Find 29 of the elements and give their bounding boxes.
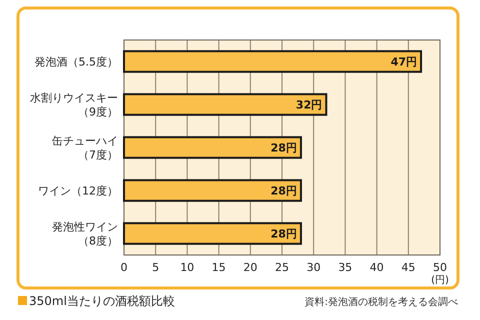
data-label: 28円 xyxy=(270,184,297,198)
x-tick-label: 5 xyxy=(152,261,160,274)
bar xyxy=(123,50,422,73)
y-tick-label: 水割りウイスキー（9度） xyxy=(30,91,118,118)
text: 350ml当たりの酒税額比較 xyxy=(29,294,175,308)
y-tick-label: 発泡性ワイン（8度） xyxy=(52,220,118,248)
y-tick-label: 缶チューハイ（7度） xyxy=(52,134,118,162)
text: 資料:発泡酒の税制を考える会調べ xyxy=(304,296,458,308)
x-axis-title: (円) xyxy=(431,275,449,286)
bar xyxy=(123,93,328,116)
bar xyxy=(123,136,302,159)
x-tick-label: 15 xyxy=(212,261,226,274)
data-label: 28円 xyxy=(270,141,297,154)
data-label: 32円 xyxy=(296,98,322,112)
x-tick-label: 50 xyxy=(433,261,447,274)
x-tick-label: 0 xyxy=(120,261,128,274)
x-tick-label: 40 xyxy=(370,261,384,274)
x-tick-label: 30 xyxy=(306,261,321,274)
y-tick-label: 発泡酒（5.5度） xyxy=(34,55,118,68)
data-label: 28円 xyxy=(270,227,297,240)
x-tick-label: 25 xyxy=(275,261,289,274)
x-tick-label: 35 xyxy=(338,261,352,274)
bar xyxy=(123,179,302,202)
x-tick-label: 45 xyxy=(401,261,416,274)
bar xyxy=(123,222,302,245)
y-tick-label: ワイン（12度） xyxy=(38,184,118,198)
x-tick-label: 10 xyxy=(180,261,194,274)
x-tick-label: 20 xyxy=(243,261,258,274)
data-label: 47円 xyxy=(390,55,418,68)
